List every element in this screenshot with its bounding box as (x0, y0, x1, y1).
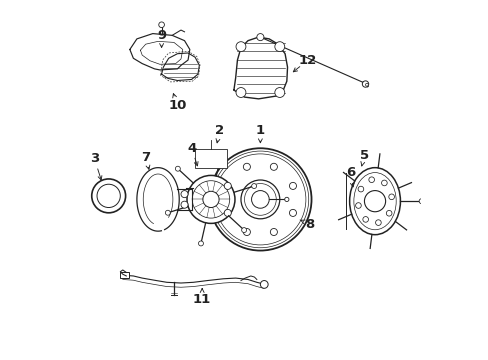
Circle shape (418, 199, 423, 204)
Circle shape (289, 183, 296, 189)
Circle shape (274, 42, 284, 51)
Circle shape (244, 184, 276, 215)
Circle shape (218, 153, 223, 158)
Polygon shape (161, 53, 199, 81)
Text: 1: 1 (255, 124, 264, 137)
Ellipse shape (349, 168, 400, 235)
Circle shape (251, 190, 269, 208)
Ellipse shape (353, 172, 395, 230)
Text: 10: 10 (168, 99, 186, 112)
Text: 4: 4 (186, 142, 196, 155)
Circle shape (365, 83, 367, 86)
Circle shape (362, 217, 368, 222)
Polygon shape (130, 33, 189, 70)
Text: 3: 3 (90, 152, 99, 165)
Polygon shape (140, 41, 183, 64)
Circle shape (381, 180, 386, 186)
Polygon shape (137, 168, 179, 231)
Circle shape (97, 184, 120, 207)
Circle shape (270, 163, 277, 170)
Circle shape (368, 177, 374, 183)
Circle shape (159, 22, 164, 28)
Circle shape (357, 186, 363, 192)
Circle shape (92, 179, 125, 213)
Circle shape (260, 280, 267, 288)
Circle shape (203, 191, 219, 207)
Circle shape (198, 241, 203, 246)
Text: 2: 2 (215, 124, 224, 137)
Circle shape (236, 87, 245, 98)
Circle shape (224, 210, 231, 216)
Bar (120, 272, 129, 278)
Circle shape (362, 81, 368, 87)
Circle shape (274, 87, 284, 98)
Circle shape (181, 201, 188, 208)
Circle shape (355, 203, 361, 208)
Circle shape (236, 42, 245, 51)
Circle shape (375, 220, 381, 225)
Circle shape (224, 183, 231, 189)
Circle shape (289, 210, 296, 216)
Circle shape (165, 210, 170, 215)
Circle shape (192, 181, 229, 218)
Circle shape (209, 148, 311, 251)
Text: 11: 11 (193, 293, 211, 306)
Circle shape (364, 190, 385, 212)
Circle shape (388, 194, 394, 200)
Circle shape (241, 180, 279, 219)
Text: 5: 5 (359, 149, 368, 162)
Circle shape (251, 184, 256, 189)
Text: 9: 9 (157, 29, 166, 42)
Polygon shape (233, 37, 287, 99)
Circle shape (256, 33, 264, 41)
Circle shape (175, 166, 180, 171)
Circle shape (284, 197, 288, 202)
Circle shape (181, 190, 188, 198)
Text: 12: 12 (298, 54, 317, 67)
Circle shape (241, 228, 246, 233)
Bar (195, 149, 226, 168)
Circle shape (243, 229, 250, 235)
Text: 6: 6 (345, 166, 354, 179)
Text: 8: 8 (305, 217, 314, 231)
Text: 7: 7 (141, 150, 150, 163)
Circle shape (243, 163, 250, 170)
Circle shape (386, 211, 391, 216)
Circle shape (186, 175, 235, 224)
Circle shape (270, 229, 277, 235)
